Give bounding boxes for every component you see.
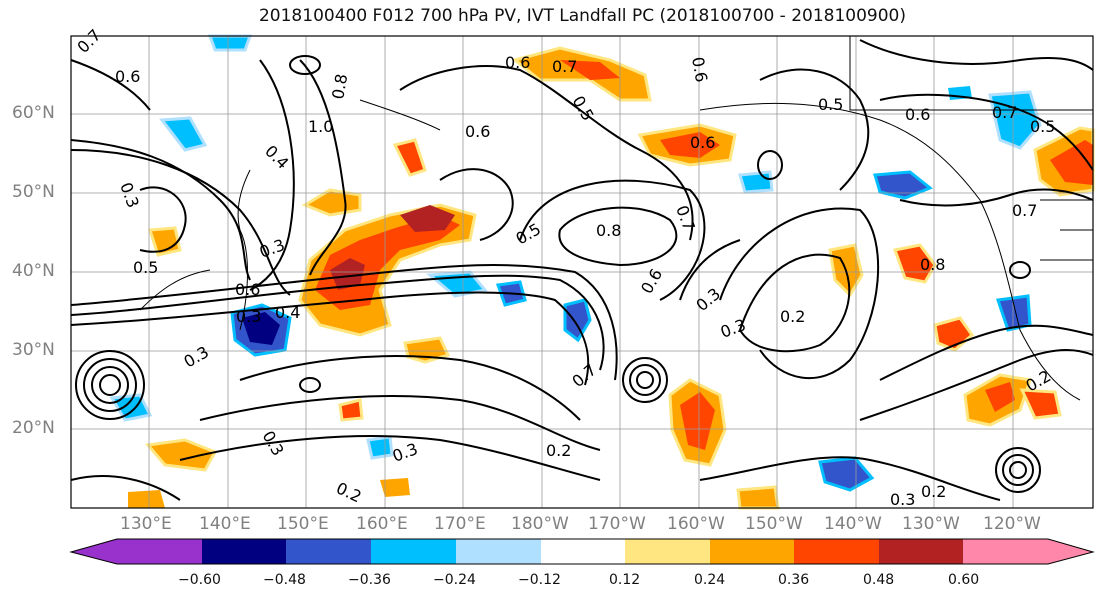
negative-anomaly-region [242,312,280,345]
contour-label: 0.6 [235,280,260,299]
colorbar-bin [456,539,541,564]
colorbar-tick-label: 0.60 [948,572,980,588]
positive-anomaly-region [985,382,1015,412]
positive-anomaly-region [400,205,455,232]
colorbar-extend-high [1048,539,1093,564]
contour-label: 0.2 [921,482,946,501]
colorbar-bin [541,539,625,564]
contour-lines [70,39,1094,501]
contour-label: 0.5 [818,95,843,114]
positive-anomaly-region [736,485,780,510]
longitude-label: 180°W [511,514,569,534]
longitude-label: 150°E [277,514,329,534]
colorbar-bin [879,539,963,564]
colorbar-bin [625,539,710,564]
colorbar-bin [710,539,794,564]
positive-anomaly-region [330,258,365,290]
colorbar-tick-label: −0.24 [433,572,476,588]
longitude-label: 130°E [120,514,172,534]
negative-anomaly-region [563,298,592,343]
latitude-label: 60°N [12,103,55,123]
contour-label: 0.4 [275,303,300,322]
longitude-label: 120°W [983,514,1041,534]
latitude-label: 20°N [12,418,55,438]
positive-anomaly-region [1050,140,1093,185]
contour-label: 0.8 [920,255,945,274]
contour-label: 0.2 [780,307,805,326]
contour-label: 0.8 [596,221,621,240]
contour-label: 0.7 [1012,201,1037,220]
positive-anomaly-region [392,138,427,177]
colorbar-tick-label: 0.36 [778,572,810,588]
colorbar-tick-label: 0.24 [694,572,726,588]
positive-anomaly-region [147,226,182,257]
positive-anomaly-region [660,132,720,158]
coastlines [139,36,1093,401]
positive-anomaly-region [893,243,937,284]
contour-label: 0.6 [115,67,140,86]
latitude-label: 30°N [12,340,55,360]
contour-label: 0.3 [236,307,261,326]
colorbar-tick-label: −0.36 [348,572,391,588]
contour-label: 0.6 [505,53,530,72]
map-frame [70,35,1094,509]
latitude-label: 50°N [12,182,55,202]
longitude-label: 170°W [588,514,646,534]
contour-label: 0.5 [133,258,158,277]
longitude-label: 170°E [434,514,486,534]
contour-label: 0.7 [552,57,577,76]
negative-anomaly-region [207,34,253,52]
colorbar-tick-label: −0.12 [518,572,561,588]
colorbar-bin [794,539,879,564]
colorbar-extend-low [71,539,117,564]
positive-anomaly-region [680,392,715,450]
positive-anomaly-region [560,60,620,80]
colorbar-outline [69,538,1095,565]
negative-anomaly-region [738,170,774,194]
colorbar-bin [963,539,1048,564]
positive-anomaly-region [145,438,218,472]
longitude-label: 140°E [199,514,251,534]
contour-label: 0.6 [465,122,490,141]
colorbar-bin [117,539,202,564]
colorbar [69,538,1095,565]
colorbar-bin [202,539,286,564]
positive-anomaly-region [128,490,165,508]
contour-label: 0.6 [688,55,711,83]
contour-label: 1.0 [308,117,333,136]
colorbar-tick-label: −0.60 [178,572,221,588]
positive-anomaly-region [1019,388,1062,420]
contour-label: 0.6 [905,105,930,124]
plot-title: 2018100400 F012 700 hPa PV, IVT Landfall… [258,6,906,26]
contour-label: 0.3 [890,490,915,509]
contour-label: 0.8 [328,72,351,100]
colorbar-tick-label: 0.12 [609,572,641,588]
contour-label: 0.6 [690,133,715,152]
negative-anomaly-region [818,456,875,492]
colorbar-bin [286,539,371,564]
positive-anomaly-region [380,478,410,497]
longitude-label: 130°W [902,514,960,534]
longitude-label: 150°W [745,514,803,534]
longitude-label: 160°E [356,514,408,534]
negative-anomaly-region [988,90,1042,150]
contour-label: 0.2 [546,441,571,460]
positive-anomaly-region [338,398,364,422]
longitude-label: 140°W [824,514,882,534]
contour-label: 0.7 [992,103,1017,122]
longitude-label: 160°W [667,514,725,534]
contour-label: 0.5 [1030,117,1055,136]
colorbar-tick-label: −0.48 [263,572,306,588]
latitude-label: 40°N [12,261,55,281]
negative-anomaly-region [159,116,208,152]
colorbar-bin [371,539,456,564]
colorbar-tick-label: 0.48 [863,572,895,588]
negative-anomaly-region [366,435,394,460]
